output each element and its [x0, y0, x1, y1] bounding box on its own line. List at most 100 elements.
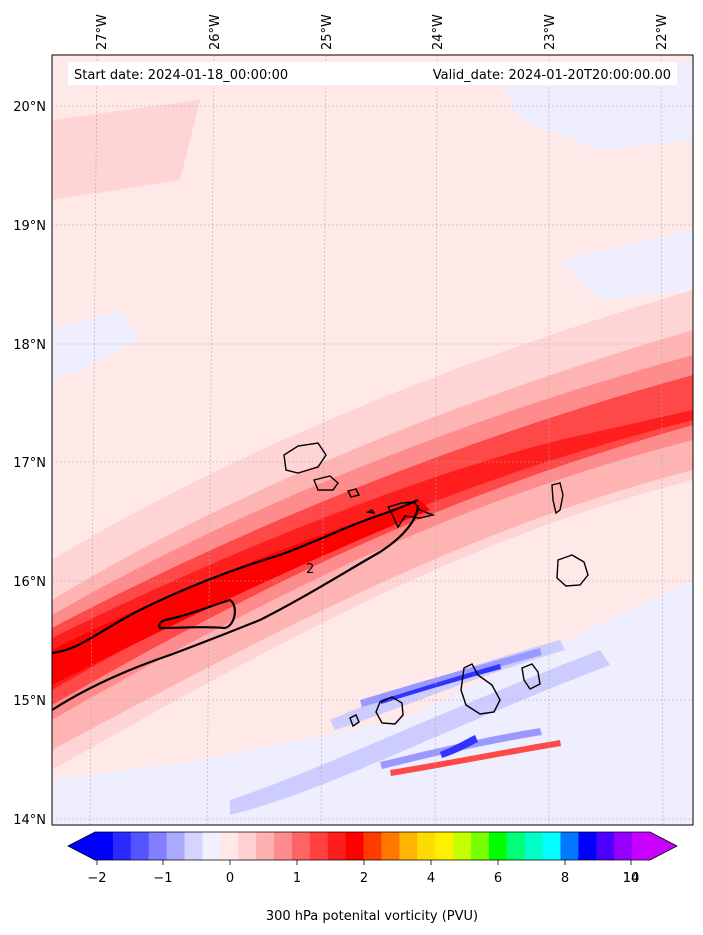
colorbar-ticks — [96, 860, 632, 865]
colorbar-cell — [256, 832, 275, 860]
colorbar-cell — [220, 832, 239, 860]
lat-label-17n: 17°N — [13, 456, 46, 471]
map-panel: 2 — [52, 55, 693, 825]
colorbar-cell — [166, 832, 186, 860]
light-blue-streak — [230, 650, 610, 815]
meridian-22w — [660, 55, 664, 825]
contour-closed-lobe — [158, 598, 236, 630]
colorbar-cell — [542, 832, 562, 860]
island-sao-vicente — [313, 475, 339, 491]
lon-label-23w: 23°W — [543, 14, 558, 50]
colorbar-cell — [435, 832, 454, 860]
colorbar-cell — [148, 832, 168, 860]
start-date-label: Start date: 2024-01-18_00:00:00 — [74, 68, 288, 83]
pale-blue-patch-east — [560, 230, 693, 300]
colorbar-cell — [560, 832, 579, 860]
island-brava — [349, 714, 360, 728]
lat-label-15n: 15°N — [13, 694, 46, 709]
meridian-26w — [206, 55, 215, 825]
colorbar-cell — [112, 832, 132, 860]
island-santo-antao — [283, 442, 327, 474]
pale-blue-patch-south — [52, 580, 693, 825]
pv-2-contour — [52, 499, 420, 711]
island-sao-nicolau — [386, 501, 436, 529]
lon-label-26w: 26°W — [208, 14, 223, 50]
colorbar-cell — [202, 832, 221, 860]
meridian-27w — [89, 55, 98, 825]
contour-label: 2 — [306, 562, 314, 577]
island-santa-luzia — [346, 488, 361, 498]
colorbar-outline — [67, 831, 678, 861]
cb-label-1: 1 — [293, 871, 301, 886]
negative-pv-streaks — [230, 640, 610, 815]
colorbar-cell — [184, 832, 204, 860]
lat-label-14n: 14°N — [13, 813, 46, 828]
lat-label-16n: 16°N — [13, 575, 46, 590]
colorbar-cell — [291, 832, 311, 860]
red-streak-lower — [390, 740, 561, 776]
lon-label-22w: 22°W — [655, 14, 670, 50]
longitude-labels: 27°W 26°W 25°W 24°W 23°W 22°W — [95, 14, 670, 50]
colorbar-cell — [453, 832, 472, 860]
island-sal — [551, 482, 564, 515]
island-raso — [365, 509, 376, 514]
colorbar-title: 300 hPa potenital vorticity (PVU) — [266, 909, 478, 924]
island-maio — [521, 663, 541, 690]
contour-upper-edge — [52, 499, 419, 655]
colorbar-cell — [381, 832, 400, 860]
header-box — [68, 62, 677, 85]
pv-core — [52, 500, 430, 685]
lon-label-25w: 25°W — [320, 14, 335, 50]
colorbar: −2 −1 0 1 2 4 6 8 10 14 300 hPa potenita… — [67, 831, 678, 924]
blue-streak-lower — [440, 735, 478, 758]
cape-verde-islands — [283, 442, 589, 728]
cb-label-8: 8 — [561, 871, 569, 886]
cb-label-minus1: −1 — [153, 871, 172, 886]
colorbar-min-extension — [68, 832, 95, 860]
meridian-25w — [320, 55, 327, 825]
colorbar-cell — [345, 832, 365, 860]
cb-label-6: 6 — [494, 871, 502, 886]
colorbar-cell — [399, 832, 418, 860]
colorbar-cell — [578, 832, 597, 860]
colorbar-cell — [614, 832, 633, 860]
lon-label-24w: 24°W — [431, 14, 446, 50]
cb-label-4: 4 — [427, 871, 435, 886]
colorbar-tick-labels: −2 −1 0 1 2 4 6 8 10 14 — [87, 871, 639, 886]
cb-label-14: 14 — [623, 871, 640, 886]
colorbar-cell — [309, 832, 329, 860]
contour-lower-edge — [52, 504, 420, 711]
colorbar-cell — [596, 832, 615, 860]
cb-label-0: 0 — [226, 871, 234, 886]
cb-label-10: 10 — [623, 871, 640, 886]
colorbar-cell — [274, 832, 293, 860]
island-fogo — [375, 696, 404, 725]
colorbar-cell — [524, 832, 544, 860]
blue-streak — [380, 664, 501, 704]
lat-label-19n: 19°N — [13, 219, 46, 234]
colorbar-cell — [632, 832, 651, 860]
colorbar-cell — [238, 832, 257, 860]
island-boa-vista — [556, 554, 589, 587]
colorbar-cell — [327, 832, 347, 860]
lat-label-20n: 20°N — [13, 100, 46, 115]
cb-label-2: 2 — [360, 871, 368, 886]
colorbar-cell — [130, 832, 150, 860]
map-frame — [51, 54, 694, 826]
colorbar-cells — [95, 832, 651, 860]
colorbar-cell — [363, 832, 383, 860]
colorbar-cell — [470, 832, 490, 860]
colorbar-max-extension — [650, 832, 677, 860]
valid-date-label: Valid_date: 2024-01-20T20:00:00.00 — [433, 68, 671, 83]
colorbar-cell — [95, 832, 114, 860]
colorbar-cell — [417, 832, 436, 860]
meridian-24w — [434, 55, 438, 825]
island-santiago — [460, 663, 501, 715]
colorbar-cell — [506, 832, 526, 860]
latitude-labels: 20°N 19°N 18°N 17°N 16°N 15°N 14°N — [13, 100, 46, 828]
lon-label-27w: 27°W — [95, 14, 110, 50]
graticule — [52, 55, 693, 825]
cb-label-minus2: −2 — [87, 871, 106, 886]
pale-blue-patch-west — [52, 310, 140, 380]
